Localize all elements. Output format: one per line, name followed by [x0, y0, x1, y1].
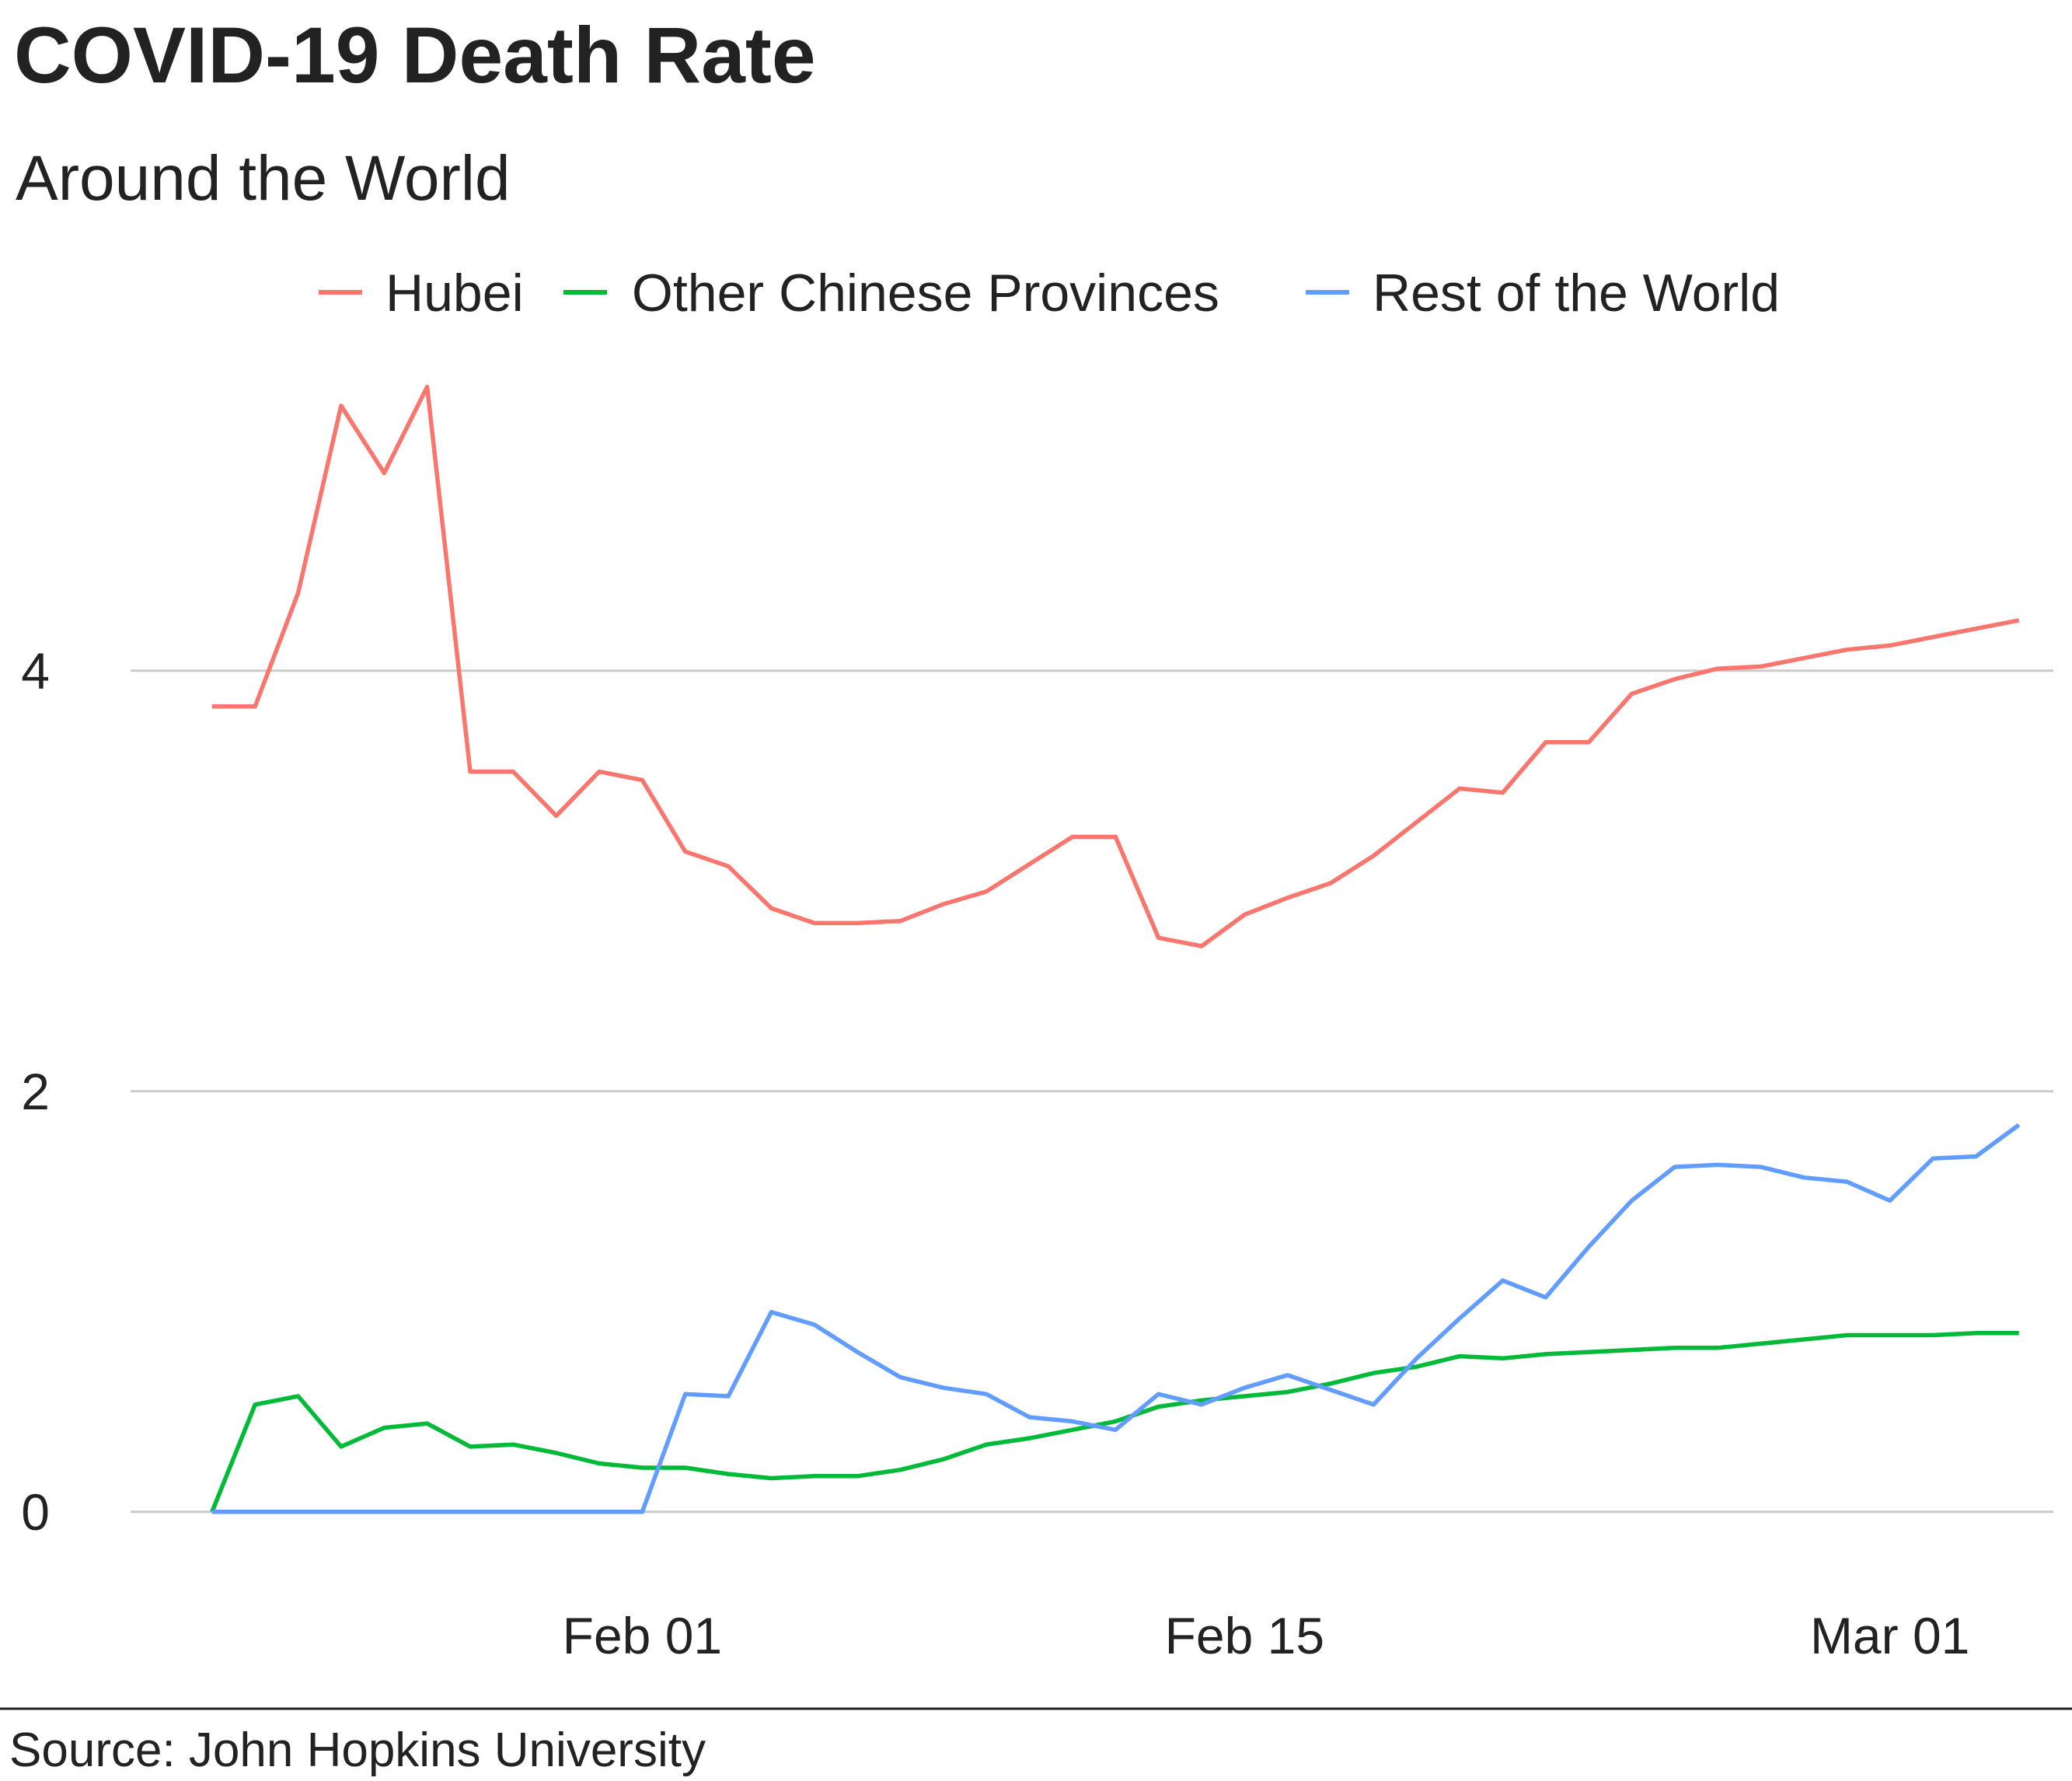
legend-label-other-chinese-provinces: Other Chinese Provinces	[632, 264, 1219, 323]
series-line-hubei	[211, 384, 2020, 948]
x-axis-ticks: Feb 01 Feb 15 Mar 01	[563, 1607, 1970, 1664]
chart-subtitle: Around the World	[16, 143, 511, 214]
gridlines	[131, 669, 2053, 1514]
legend-label-rest-of-the-world: Rest of the World	[1373, 264, 1780, 323]
y-tick-label-0: 0	[21, 1483, 50, 1541]
series-line-rest-of-the-world	[211, 1123, 2021, 1514]
series-line-other-chinese-provinces	[210, 1331, 2019, 1513]
x-tick-label-feb-01: Feb 01	[563, 1607, 722, 1664]
legend-label-hubei: Hubei	[385, 264, 524, 323]
chart-caption: Source: John Hopkins University	[9, 1723, 706, 1777]
x-tick-label-feb-15: Feb 15	[1165, 1607, 1324, 1664]
x-tick-label-mar-01: Mar 01	[1810, 1607, 1969, 1664]
series-lines	[210, 384, 2021, 1514]
y-tick-label-4: 4	[21, 642, 50, 700]
y-axis-ticks: 0 2 4	[21, 642, 50, 1541]
chart-title: COVID-19 Death Rate	[14, 11, 816, 100]
y-tick-label-2: 2	[21, 1063, 50, 1120]
legend: Hubei Other Chinese Provinces Rest of th…	[319, 264, 1780, 323]
